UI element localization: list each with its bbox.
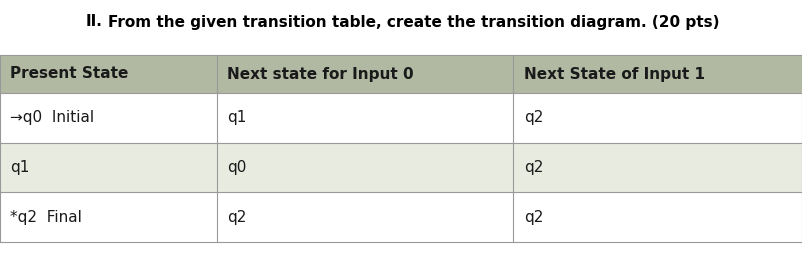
Text: *q2  Final: *q2 Final xyxy=(10,210,83,225)
Bar xyxy=(217,143,513,192)
Text: II.: II. xyxy=(86,15,103,30)
Bar xyxy=(513,55,802,93)
Bar xyxy=(0,143,217,192)
Bar xyxy=(0,192,217,242)
Text: q0: q0 xyxy=(227,160,246,175)
Bar xyxy=(513,192,802,242)
Bar xyxy=(217,55,513,93)
Text: Next State of Input 1: Next State of Input 1 xyxy=(524,66,705,82)
Bar xyxy=(0,55,217,93)
Text: q2: q2 xyxy=(227,210,246,225)
Text: q2: q2 xyxy=(524,160,543,175)
Text: q2: q2 xyxy=(524,110,543,125)
Text: Next state for Input 0: Next state for Input 0 xyxy=(227,66,414,82)
Text: →q0  Initial: →q0 Initial xyxy=(10,110,95,125)
Bar xyxy=(0,93,217,143)
Text: q1: q1 xyxy=(227,110,246,125)
Text: q2: q2 xyxy=(524,210,543,225)
Bar xyxy=(217,93,513,143)
Text: Present State: Present State xyxy=(10,66,129,82)
Text: From the given transition table, create the transition diagram. (20 pts): From the given transition table, create … xyxy=(108,15,719,30)
Bar xyxy=(513,143,802,192)
Text: q1: q1 xyxy=(10,160,30,175)
Bar xyxy=(513,93,802,143)
Bar xyxy=(217,192,513,242)
